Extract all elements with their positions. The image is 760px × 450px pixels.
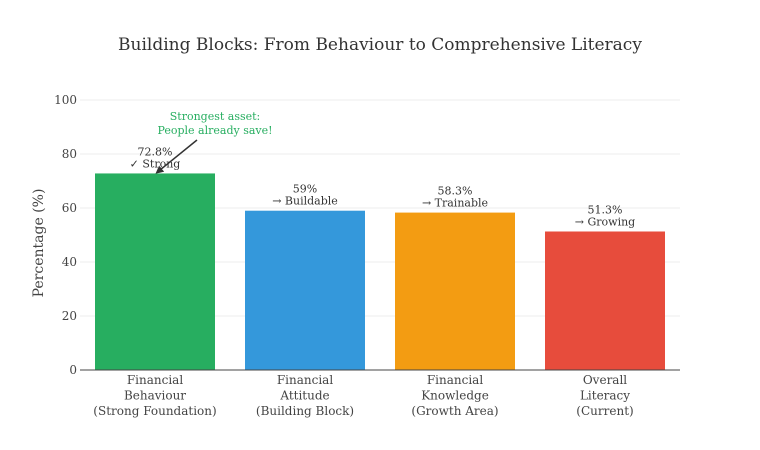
x-tick-label: (Building Block) — [256, 404, 354, 418]
bar — [545, 231, 665, 370]
x-tick-label: Attitude — [279, 389, 329, 403]
y-tick-label: 40 — [62, 255, 77, 269]
data-labels: 72.8%✓ Strong 59%→ Buildable 58.3%→ Traina… — [130, 145, 636, 228]
annotation-text: People already save! — [157, 124, 272, 137]
y-tick-label: 20 — [62, 309, 77, 323]
x-axis: Financial Behaviour(Strong Foundation) Fin… — [80, 369, 680, 418]
x-tick-label: Financial — [427, 373, 483, 387]
y-axis-label: Percentage (%) — [31, 189, 47, 298]
annotation-arrow — [155, 139, 198, 174]
y-tick-label: 80 — [62, 147, 77, 161]
data-label: → Trainable — [422, 197, 488, 210]
data-label: 51.3% — [588, 203, 623, 216]
x-tick-label: (Current) — [576, 404, 633, 418]
annotation-text: Strongest asset: — [170, 110, 261, 123]
bar — [95, 173, 215, 370]
x-tick-label: Literacy — [580, 389, 630, 403]
chart-title: Building Blocks: From Behaviour to Compr… — [118, 35, 642, 55]
y-tick-label: 60 — [62, 201, 77, 215]
data-label: ✓ Strong — [130, 157, 181, 170]
x-tick-label: Behaviour — [124, 389, 186, 403]
x-tick-label: Financial — [127, 373, 183, 387]
x-tick-label: Financial — [277, 373, 333, 387]
x-tick-label: Knowledge — [421, 389, 489, 403]
y-tick-label: 0 — [69, 363, 77, 377]
data-label: → Growing — [575, 215, 635, 228]
x-tick-label: Overall — [583, 373, 627, 387]
bar — [395, 212, 515, 370]
x-tick-label: (Growth Area) — [411, 404, 498, 418]
data-label: 58.3% — [438, 185, 473, 198]
data-label: → Buildable — [272, 195, 338, 208]
y-tick-label: 100 — [54, 93, 77, 107]
data-label: 59% — [293, 183, 317, 196]
bar — [245, 210, 365, 370]
bars — [95, 173, 665, 370]
x-tick-label: (Strong Foundation) — [93, 404, 216, 418]
data-label: 72.8% — [138, 145, 173, 158]
y-axis: 0 20 40 60 80 100 — [54, 93, 77, 377]
annotation: Strongest asset:People already save! — [155, 110, 273, 174]
